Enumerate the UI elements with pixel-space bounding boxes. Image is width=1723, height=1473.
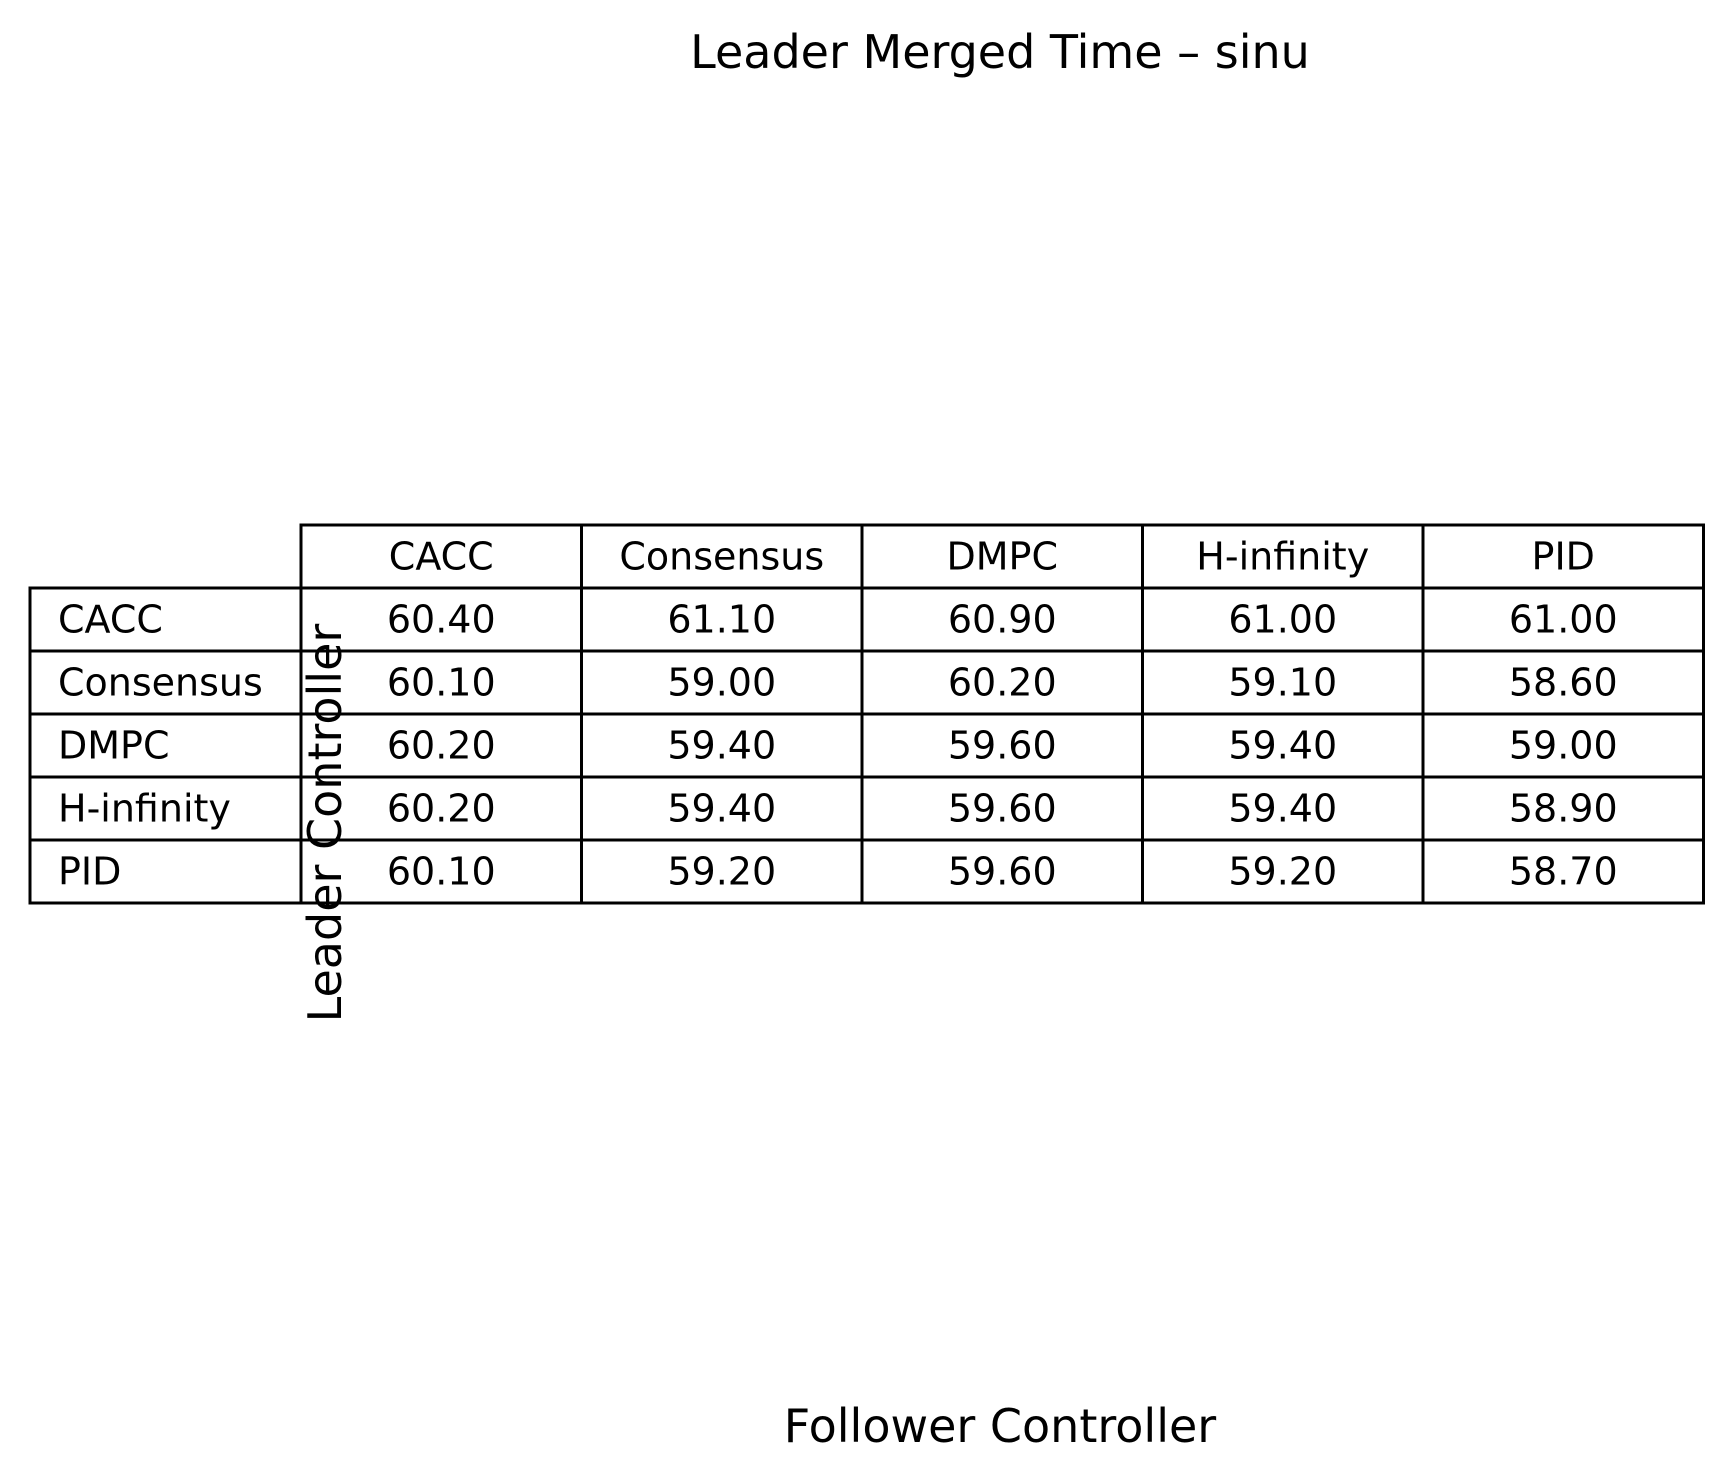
row-header-cell: Consensus	[28, 649, 303, 716]
cell-value: 59.40	[667, 787, 776, 831]
cell-value: 59.60	[948, 724, 1057, 768]
table-cell: 58.90	[1421, 775, 1705, 842]
row-header-cell: DMPC	[28, 712, 303, 779]
cell-value: 59.10	[1228, 661, 1337, 705]
column-header-label: Consensus	[619, 535, 824, 579]
cell-value: 58.90	[1509, 787, 1618, 831]
table-row: CACC 60.40 61.10 60.90 61.00 61.00	[28, 586, 1705, 653]
cell-value: 59.00	[1509, 724, 1618, 768]
table-cell: 58.60	[1421, 649, 1705, 716]
cell-value: 61.00	[1228, 598, 1337, 642]
column-header-cell: H-infinity	[1141, 523, 1425, 590]
row-header-label: Consensus	[58, 661, 263, 705]
table-row: Consensus 60.10 59.00 60.20 59.10 58.60	[28, 649, 1705, 716]
table-cell: 59.60	[860, 775, 1144, 842]
cell-value: 60.40	[387, 598, 496, 642]
cell-value: 61.10	[667, 598, 776, 642]
row-header-cell: H-infinity	[28, 775, 303, 842]
chart-title: Leader Merged Time – sinu	[690, 25, 1310, 79]
table-cell: 58.70	[1421, 838, 1705, 905]
column-header-label: H-infinity	[1196, 535, 1369, 579]
table-cell: 61.00	[1141, 586, 1425, 653]
table-cell: 60.20	[299, 712, 583, 779]
column-header-label: PID	[1532, 535, 1595, 579]
table-cell: 60.10	[299, 649, 583, 716]
cell-value: 59.60	[948, 787, 1057, 831]
table-cell: 59.60	[860, 712, 1144, 779]
table-cell: 59.00	[580, 649, 864, 716]
column-header-label: CACC	[389, 535, 494, 579]
table-cell: 60.10	[299, 838, 583, 905]
x-axis-label: Follower Controller	[783, 1399, 1217, 1453]
cell-value: 59.20	[1228, 850, 1337, 894]
table-cell: 60.20	[860, 649, 1144, 716]
column-header-cell: PID	[1421, 523, 1705, 590]
cell-value: 59.60	[948, 850, 1057, 894]
column-header-cell: CACC	[299, 523, 583, 590]
table-cell: 59.40	[1141, 775, 1425, 842]
row-header-label: CACC	[58, 598, 163, 642]
cell-value: 59.40	[1228, 787, 1337, 831]
table-cell: 61.10	[580, 586, 864, 653]
table-cell: 60.40	[299, 586, 583, 653]
table-row: PID 60.10 59.20 59.60 59.20 58.70	[28, 838, 1705, 905]
table-row: H-infinity 60.20 59.40 59.60 59.40 58.90	[28, 775, 1705, 842]
cell-value: 59.00	[667, 661, 776, 705]
table-row: DMPC 60.20 59.40 59.60 59.40 59.00	[28, 712, 1705, 779]
column-header-cell: Consensus	[580, 523, 864, 590]
cell-value: 59.40	[1228, 724, 1337, 768]
table-cell: 61.00	[1421, 586, 1705, 653]
table-cell: 59.40	[580, 775, 864, 842]
row-header-label: DMPC	[58, 724, 170, 768]
cell-value: 58.60	[1509, 661, 1618, 705]
cell-value: 60.20	[387, 724, 496, 768]
row-header-cell: PID	[28, 838, 303, 905]
column-header-label: DMPC	[947, 535, 1059, 579]
table-cell: 59.00	[1421, 712, 1705, 779]
cell-value: 60.20	[948, 661, 1057, 705]
cell-value: 60.10	[387, 850, 496, 894]
cell-value: 60.20	[387, 787, 496, 831]
cell-value: 58.70	[1509, 850, 1618, 894]
table-cell: 59.40	[580, 712, 864, 779]
table-cell: 60.90	[860, 586, 1144, 653]
cell-value: 60.90	[948, 598, 1057, 642]
row-header-cell: CACC	[28, 586, 303, 653]
table-cell: 59.20	[580, 838, 864, 905]
cell-value: 61.00	[1509, 598, 1618, 642]
table-cell: 59.10	[1141, 649, 1425, 716]
y-axis-label: Leader Controller	[298, 623, 352, 1023]
cell-value: 59.20	[667, 850, 776, 894]
table-cell: 59.20	[1141, 838, 1425, 905]
column-header-cell: DMPC	[860, 523, 1144, 590]
row-header-label: PID	[58, 850, 121, 894]
cell-value: 59.40	[667, 724, 776, 768]
cell-value: 60.10	[387, 661, 496, 705]
table-cell: 59.60	[860, 838, 1144, 905]
row-header-label: H-infinity	[58, 787, 231, 831]
table-cell: 59.40	[1141, 712, 1425, 779]
